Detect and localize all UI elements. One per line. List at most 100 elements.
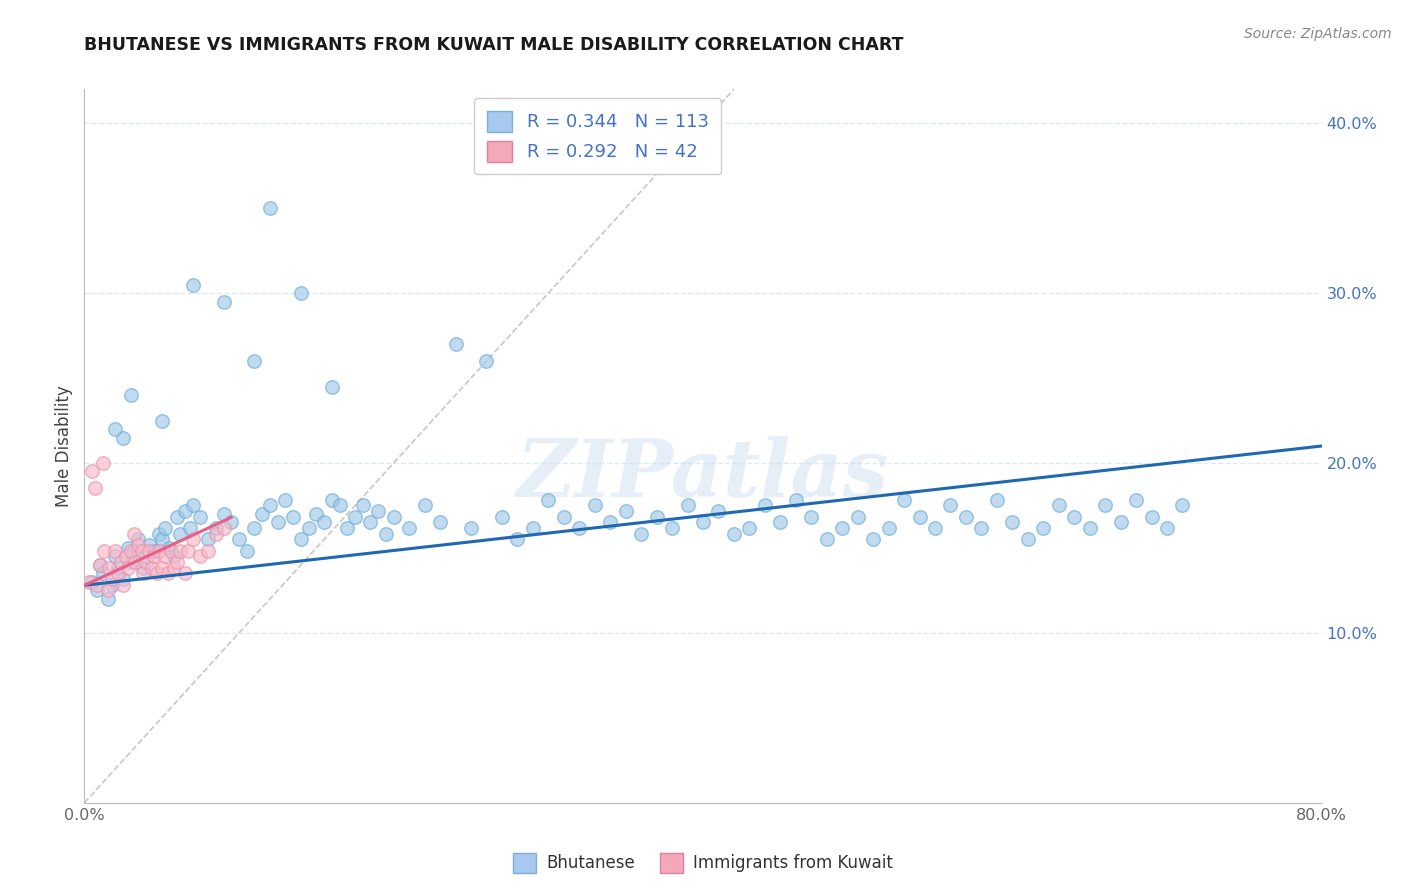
Point [163,561,186,575]
Point [1032,520,1054,534]
Point [141,561,163,575]
Point [150,413,173,427]
Point [367,503,389,517]
Point [98,561,121,575]
Point [166,555,188,569]
Point [84,482,107,496]
Point [522,520,544,534]
Point [491,510,513,524]
Point [107,561,129,575]
Point [212,520,235,534]
Point [374,527,398,541]
Point [150,533,173,547]
Point [91,566,114,581]
Point [135,549,157,564]
Point [614,503,637,517]
Point [1017,533,1039,547]
Point [177,544,200,558]
Point [769,516,792,530]
Point [754,499,776,513]
Point [93,544,115,558]
Point [692,516,714,530]
Point [328,499,352,513]
Point [131,544,153,558]
Point [112,430,135,444]
Point [846,510,869,524]
Point [259,499,281,513]
Point [212,294,235,309]
Point [174,503,197,517]
Point [132,561,155,575]
Text: Source: ZipAtlas.com: Source: ZipAtlas.com [1244,27,1392,41]
Y-axis label: Male Disability: Male Disability [55,385,73,507]
Point [117,541,139,555]
Point [197,533,219,547]
Point [160,544,183,558]
Point [413,499,436,513]
Point [599,516,621,530]
Point [132,566,155,581]
Point [553,510,575,524]
Point [82,465,104,479]
Point [159,541,180,555]
Point [107,566,129,581]
Text: BHUTANESE VS IMMIGRANTS FROM KUWAIT MALE DISABILITY CORRELATION CHART: BHUTANESE VS IMMIGRANTS FROM KUWAIT MALE… [84,36,904,54]
Point [120,555,142,569]
Point [429,516,451,530]
Point [274,493,297,508]
Point [77,574,100,589]
Point [290,286,312,301]
Point [460,520,482,534]
Point [970,520,993,534]
Point [235,544,259,558]
Point [1171,499,1194,513]
Point [723,527,745,541]
Point [143,549,166,564]
Point [1063,510,1085,524]
Point [197,544,219,558]
Point [96,591,118,606]
Point [124,555,146,569]
Point [120,388,142,402]
Point [219,516,242,530]
Point [101,572,124,586]
Point [96,583,118,598]
Point [174,566,197,581]
Point [138,537,160,551]
Point [352,499,374,513]
Point [583,499,606,513]
Point [243,354,266,368]
Point [89,558,111,572]
Point [181,499,204,513]
Point [101,578,124,592]
Point [661,520,683,534]
Point [181,533,204,547]
Point [506,533,529,547]
Point [312,516,335,530]
Point [862,533,884,547]
Point [205,527,228,541]
Point [986,493,1008,508]
Point [815,533,838,547]
Point [179,520,201,534]
Point [738,520,761,534]
Point [259,201,281,215]
Point [877,520,900,534]
Point [228,533,250,547]
Point [86,583,108,598]
Point [115,549,138,564]
Point [1078,520,1101,534]
Point [104,549,127,564]
Point [181,277,204,292]
Point [939,499,962,513]
Point [112,572,135,586]
Point [831,520,853,534]
Point [188,549,211,564]
Point [321,379,343,393]
Point [166,510,188,524]
Point [150,561,173,575]
Point [1047,499,1070,513]
Point [205,520,228,534]
Point [138,544,160,558]
Point [104,544,127,558]
